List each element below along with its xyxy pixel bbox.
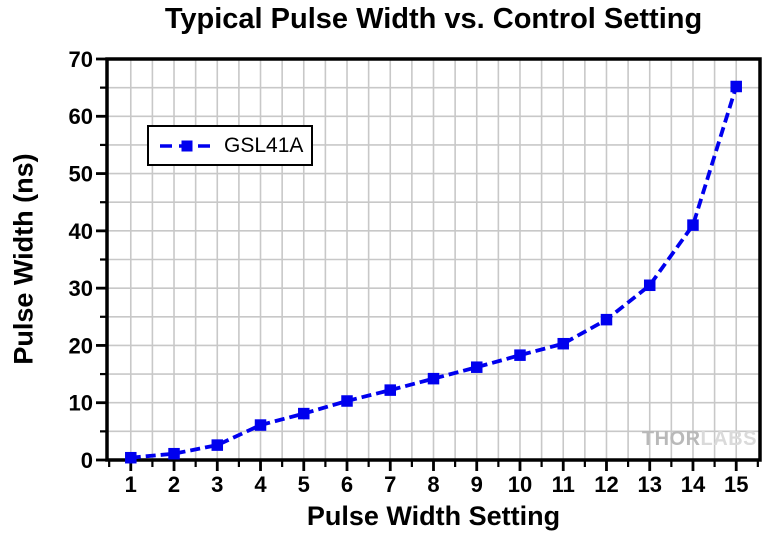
data-point-marker bbox=[427, 372, 440, 385]
svg-text:13: 13 bbox=[637, 472, 661, 497]
data-point-marker bbox=[557, 337, 569, 350]
svg-text:15: 15 bbox=[724, 472, 748, 497]
data-point-marker bbox=[384, 384, 397, 396]
data-point-marker bbox=[730, 80, 742, 93]
y-axis-label: Pulse Width (ns) bbox=[8, 153, 39, 365]
data-point-marker bbox=[341, 395, 353, 407]
svg-text:50: 50 bbox=[69, 161, 93, 186]
svg-text:7: 7 bbox=[384, 472, 396, 497]
svg-text:60: 60 bbox=[69, 104, 93, 129]
gridlines bbox=[107, 59, 760, 460]
plot-border bbox=[105, 57, 762, 462]
data-point-marker bbox=[470, 361, 483, 373]
svg-text:1: 1 bbox=[125, 472, 137, 497]
data-point-marker bbox=[298, 407, 310, 420]
data-point-marker bbox=[254, 419, 267, 431]
svg-text:9: 9 bbox=[471, 472, 483, 497]
legend-marker bbox=[181, 140, 193, 151]
axis-ticks bbox=[96, 57, 759, 471]
svg-text:3: 3 bbox=[211, 472, 223, 497]
chart-title: Typical Pulse Width vs. Control Setting bbox=[164, 3, 703, 35]
data-point-marker bbox=[514, 349, 526, 361]
legend: GSL41A bbox=[147, 125, 313, 166]
svg-text:30: 30 bbox=[69, 276, 93, 301]
legend-label: GSL41A bbox=[224, 133, 304, 157]
svg-text:70: 70 bbox=[69, 47, 93, 72]
svg-text:5: 5 bbox=[298, 472, 310, 497]
svg-text:6: 6 bbox=[341, 472, 353, 497]
svg-text:2: 2 bbox=[168, 472, 180, 497]
thorlabs-watermark: THORLABS bbox=[642, 428, 757, 451]
legend-line-sample bbox=[160, 140, 214, 151]
data-point-marker bbox=[168, 447, 180, 460]
data-point-marker bbox=[125, 451, 137, 464]
svg-text:10: 10 bbox=[69, 391, 93, 416]
data-point-marker bbox=[600, 313, 613, 326]
svg-text:12: 12 bbox=[594, 472, 618, 497]
svg-text:8: 8 bbox=[427, 472, 439, 497]
svg-text:4: 4 bbox=[254, 472, 267, 497]
data-point-marker bbox=[211, 439, 224, 451]
y-tick-labels: 0 10 20 30 40 50 60 70 bbox=[69, 47, 93, 473]
watermark-thor: THOR bbox=[641, 428, 701, 450]
data-point-marker bbox=[643, 279, 656, 292]
svg-text:14: 14 bbox=[681, 472, 706, 497]
data-series-GSL41A bbox=[125, 80, 742, 464]
x-tick-labels: 1 2 3 4 5 6 7 8 9 10 11 12 13 14 15 bbox=[125, 472, 749, 497]
svg-text:11: 11 bbox=[552, 472, 575, 497]
svg-text:0: 0 bbox=[81, 448, 93, 473]
x-axis-label: Pulse Width Setting bbox=[306, 501, 561, 531]
watermark-labs: LABS bbox=[700, 428, 757, 450]
data-line bbox=[130, 85, 739, 460]
svg-text:40: 40 bbox=[69, 219, 93, 244]
data-point-marker bbox=[687, 219, 699, 231]
svg-text:10: 10 bbox=[508, 472, 532, 497]
svg-text:20: 20 bbox=[69, 333, 93, 358]
